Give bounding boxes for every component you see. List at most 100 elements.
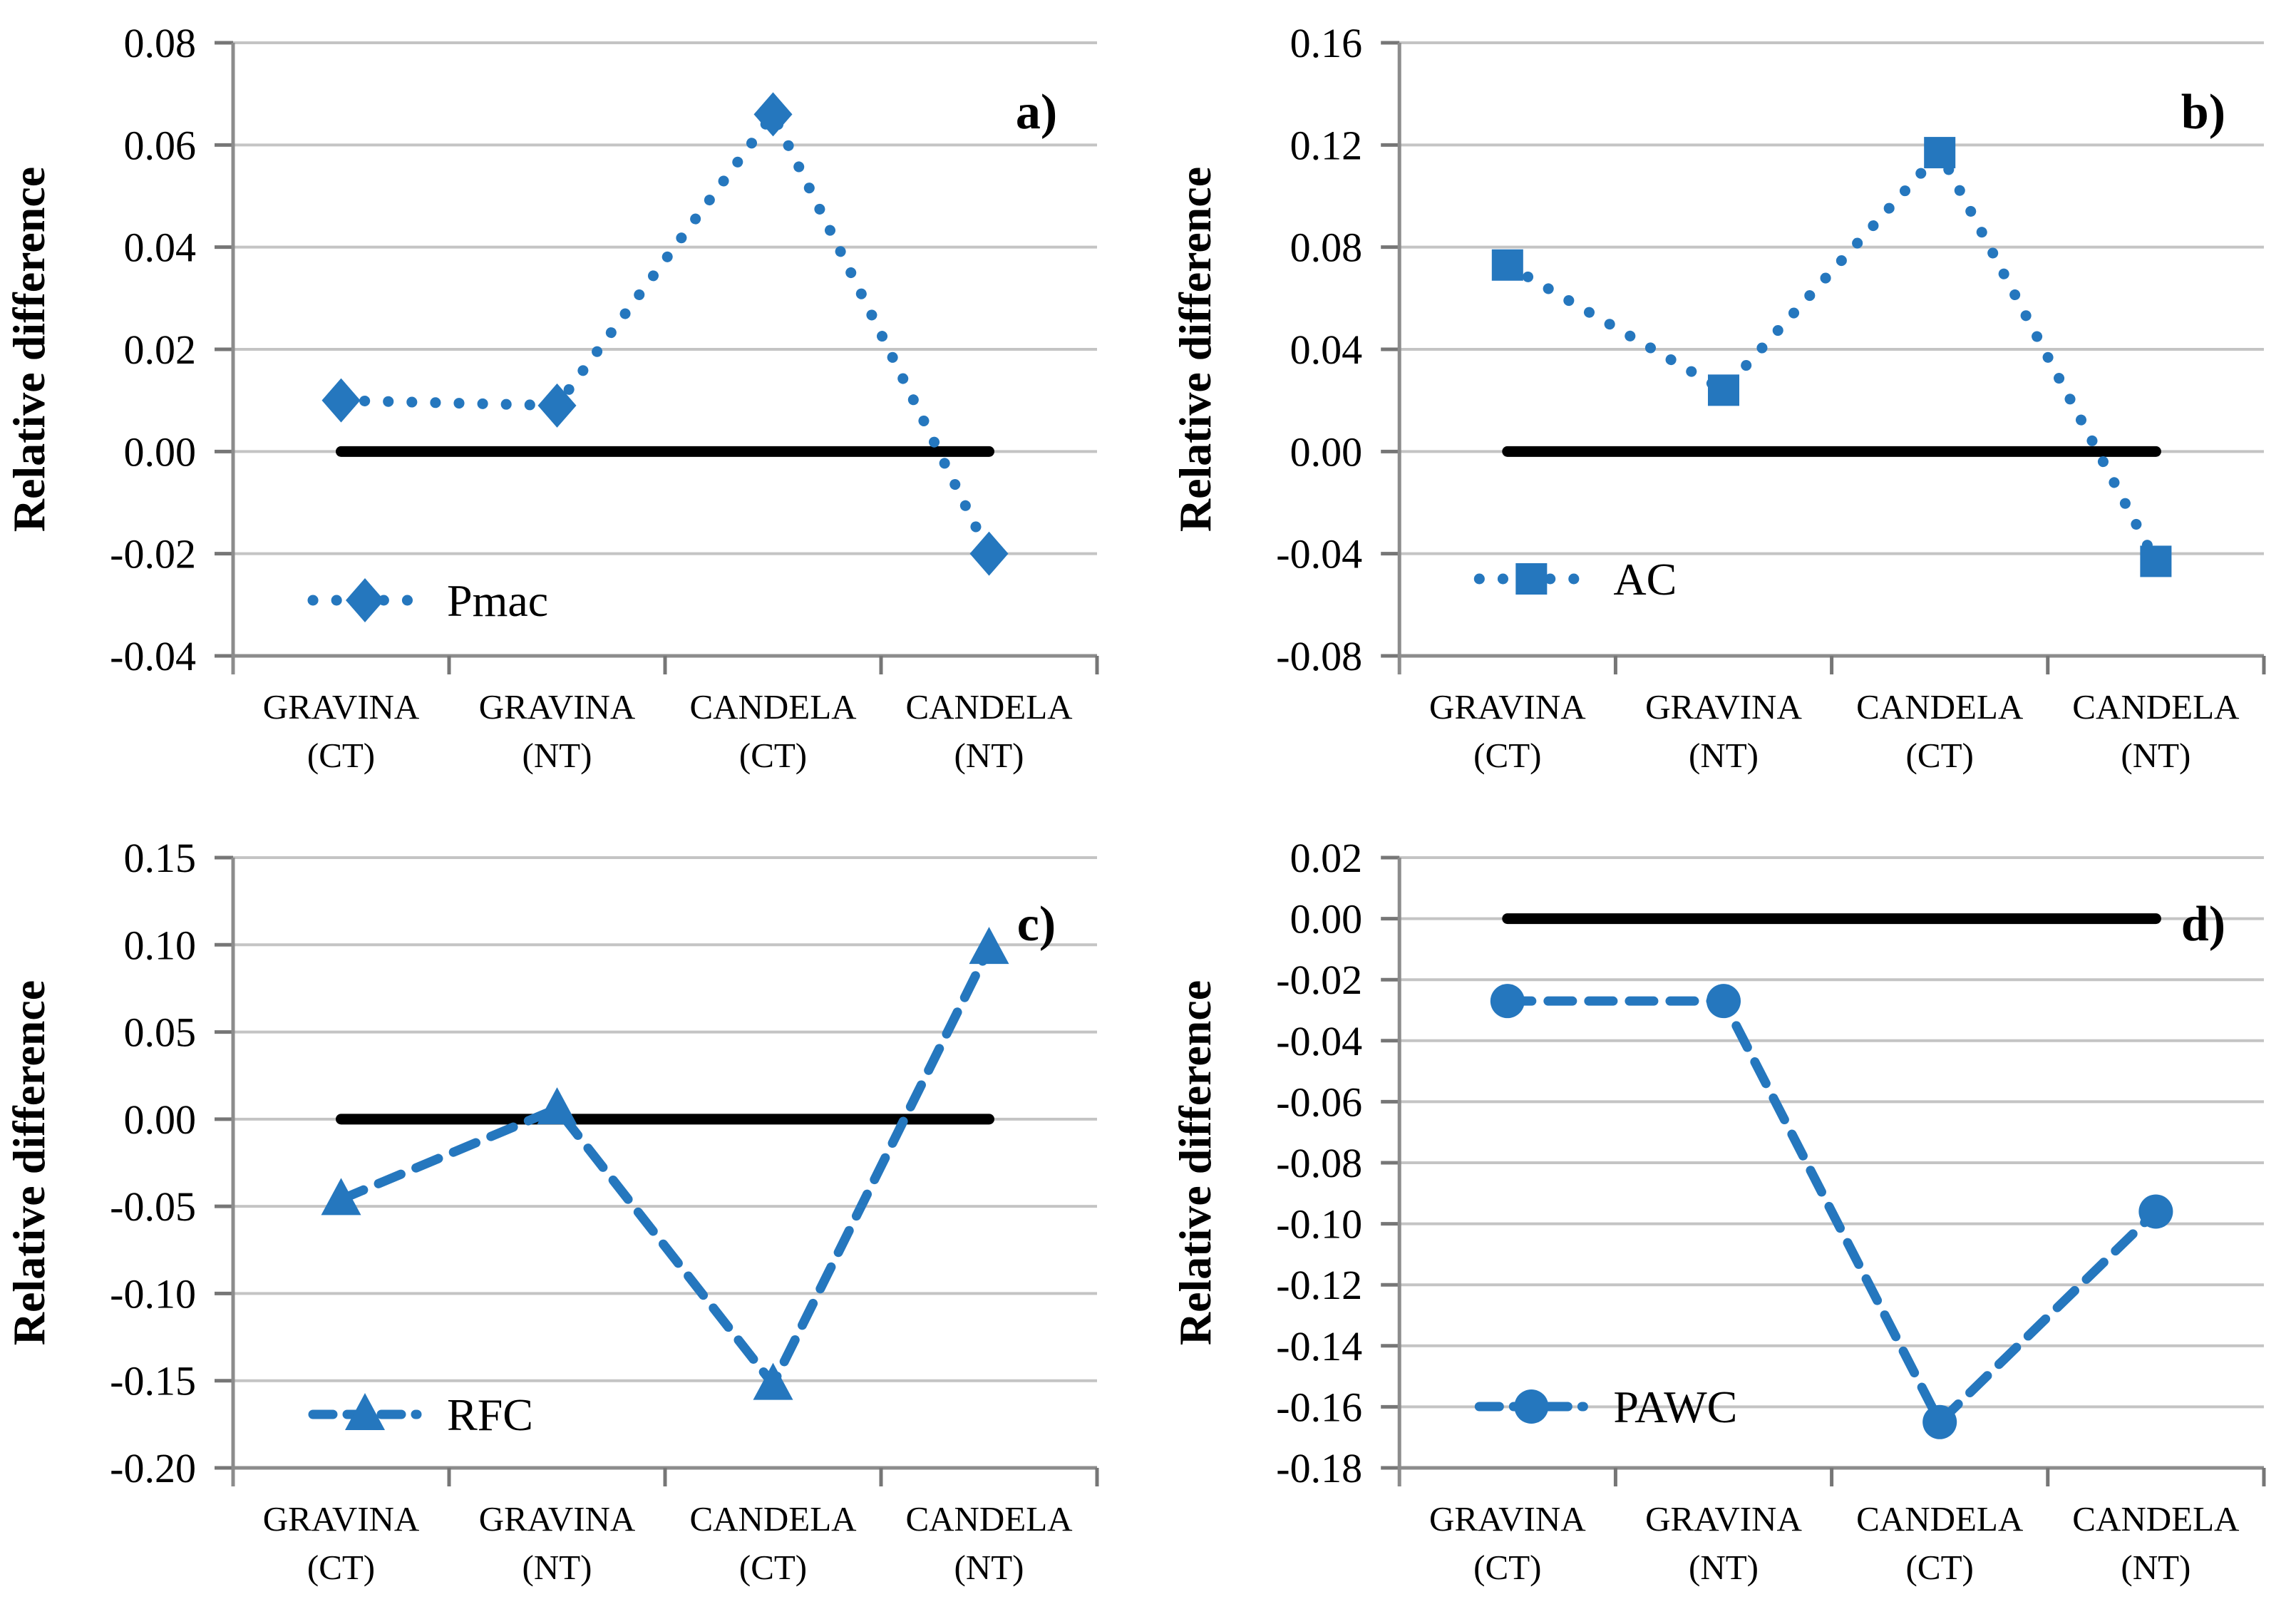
y-tick-label: 0.02 xyxy=(124,327,197,373)
data-point-marker-triangle xyxy=(321,1178,361,1216)
chart-svg-rfc: 0.15 0.10 0.05 0.00 -0.05 -0.10 -0.15 -0.20 GRAV… xyxy=(4,835,1099,1587)
y-tick-label: 0.00 xyxy=(124,428,197,475)
y-tick-label: 0.00 xyxy=(1290,428,1363,475)
y-tick-label: -0.12 xyxy=(1276,1262,1362,1308)
x-category-label-line2: (CT) xyxy=(1906,736,1974,775)
x-category-label-line1: CANDELA xyxy=(1856,687,2024,726)
x-category-label-line1: GRAVINA xyxy=(1645,687,1802,726)
x-category-label-line2: (NT) xyxy=(1689,1548,1759,1587)
x-category-label-line2: (CT) xyxy=(1906,1548,1974,1587)
data-point-marker-square xyxy=(2140,545,2172,577)
legend-label: RFC xyxy=(447,1389,533,1440)
x-category-label-line1: GRAVINA xyxy=(1645,1499,1802,1538)
y-tick-label: 0.00 xyxy=(124,1096,197,1143)
series-line-pawc xyxy=(1503,996,2161,1427)
x-category-label-line1: CANDELA xyxy=(2072,1499,2240,1538)
x-category-label-line1: GRAVINA xyxy=(1429,687,1586,726)
y-tick-label: -0.14 xyxy=(1276,1323,1362,1369)
legend-marker-diamond xyxy=(346,578,384,622)
y-tick-label: 0.10 xyxy=(124,922,197,968)
legend-marker-circle xyxy=(1514,1389,1549,1424)
y-tick-label: 0.08 xyxy=(1290,225,1363,271)
x-category-label-line1: CANDELA xyxy=(905,1499,1073,1538)
x-category-label-line2: (NT) xyxy=(522,1548,592,1587)
y-tick-label: -0.05 xyxy=(110,1183,196,1230)
x-category-label-line1: CANDELA xyxy=(905,687,1073,726)
y-tick-label: 0.08 xyxy=(124,20,197,66)
x-category-label-line2: (CT) xyxy=(307,1548,375,1587)
x-category-label-line2: (NT) xyxy=(954,736,1024,775)
series-line-ac xyxy=(1502,147,2161,567)
x-category-label-line2: (CT) xyxy=(739,1548,807,1587)
y-tick-label: -0.15 xyxy=(110,1358,196,1404)
y-tick-label: -0.18 xyxy=(1276,1445,1362,1491)
panel-c-rfc-chart: 0.15 0.10 0.05 0.00 -0.05 -0.10 -0.15 -0.20 GRAV… xyxy=(0,812,1148,1624)
x-category-label-line1: CANDELA xyxy=(2072,687,2240,726)
panel-d-pawc-chart: 0.02 0.00 -0.02 -0.04 -0.06 -0.08 -0.10 -0.12 -0… xyxy=(1148,812,2296,1624)
y-axis-title: Relative difference xyxy=(4,167,54,532)
panel-letter-label: c) xyxy=(1017,897,1056,952)
legend-label: Pmac xyxy=(447,575,548,626)
y-tick-label: -0.06 xyxy=(1276,1079,1362,1125)
y-tick-label: -0.04 xyxy=(1276,1018,1362,1064)
chart-svg-pawc: 0.02 0.00 -0.02 -0.04 -0.06 -0.08 -0.10 -0.12 -0… xyxy=(1170,835,2266,1587)
y-tick-label: 0.15 xyxy=(124,835,197,881)
y-tick-label: -0.08 xyxy=(1276,633,1362,679)
x-category-label-line2: (CT) xyxy=(739,736,807,775)
data-point-marker-diamond xyxy=(537,383,577,428)
data-point-marker-circle xyxy=(1706,984,1741,1019)
panel-letter-label: a) xyxy=(1016,85,1057,140)
x-category-label-line1: CANDELA xyxy=(689,687,857,726)
panel-a-pmac-chart: 0.08 0.06 0.04 0.02 0.00 -0.02 -0.04 GRAVINA (CT… xyxy=(0,0,1148,812)
y-tick-label: -0.02 xyxy=(110,531,196,577)
data-point-marker-square xyxy=(1707,374,1740,406)
y-tick-label: 0.16 xyxy=(1290,20,1363,66)
legend-label: AC xyxy=(1613,554,1677,605)
y-tick-label: 0.05 xyxy=(124,1009,197,1056)
x-category-label-line2: (CT) xyxy=(1473,1548,1541,1587)
y-tick-label: -0.08 xyxy=(1276,1140,1362,1186)
x-category-label-line2: (NT) xyxy=(1689,736,1759,775)
data-point-marker-square xyxy=(1491,249,1523,281)
data-point-marker-diamond xyxy=(753,92,793,137)
x-category-label-line1: GRAVINA xyxy=(263,687,420,726)
x-category-label-line2: (CT) xyxy=(307,736,375,775)
x-category-label-line1: GRAVINA xyxy=(1429,1499,1586,1538)
data-point-marker-diamond xyxy=(321,378,361,423)
y-tick-label: -0.02 xyxy=(1276,957,1362,1003)
x-category-label-line2: (NT) xyxy=(522,736,592,775)
y-tick-label: 0.00 xyxy=(1290,896,1363,942)
data-point-marker-triangle xyxy=(537,1087,577,1125)
legend-marker-square xyxy=(1515,563,1548,595)
x-category-label-line1: GRAVINA xyxy=(479,687,636,726)
series-line-pmac xyxy=(336,108,994,560)
y-tick-label: -0.04 xyxy=(1276,531,1362,577)
data-point-marker-circle xyxy=(1922,1404,1957,1439)
legend-marker-triangle xyxy=(345,1393,385,1430)
y-axis-title: Relative difference xyxy=(4,980,54,1345)
y-tick-label: 0.04 xyxy=(124,225,197,271)
data-point-marker-circle xyxy=(1490,984,1525,1019)
panel-letter-label: d) xyxy=(2181,897,2225,952)
series-line-rfc xyxy=(336,943,994,1389)
y-tick-label: 0.06 xyxy=(124,122,197,168)
data-point-marker-triangle xyxy=(753,1362,793,1400)
x-category-label-line2: (CT) xyxy=(1473,736,1541,775)
y-tick-label: -0.10 xyxy=(110,1270,196,1317)
y-tick-label: -0.10 xyxy=(1276,1201,1362,1248)
y-axis-title: Relative difference xyxy=(1170,167,1220,532)
data-point-marker-circle xyxy=(2138,1194,2173,1229)
y-axis-title: Relative difference xyxy=(1170,980,1220,1345)
x-category-label-line2: (NT) xyxy=(2121,736,2191,775)
data-point-marker-triangle xyxy=(969,927,1009,965)
y-tick-label: 0.12 xyxy=(1290,122,1363,168)
x-category-label-line1: CANDELA xyxy=(689,1499,857,1538)
data-point-marker-diamond xyxy=(969,531,1009,576)
x-category-label-line1: CANDELA xyxy=(1856,1499,2024,1538)
x-category-label-line2: (NT) xyxy=(954,1548,1024,1587)
panel-letter-label: b) xyxy=(2181,85,2225,140)
panel-b-ac-chart: 0.16 0.12 0.08 0.04 0.00 -0.04 -0.08 GRAVINA (CT… xyxy=(1148,0,2296,812)
legend-label: PAWC xyxy=(1613,1382,1737,1432)
y-tick-label: 0.02 xyxy=(1290,835,1363,881)
